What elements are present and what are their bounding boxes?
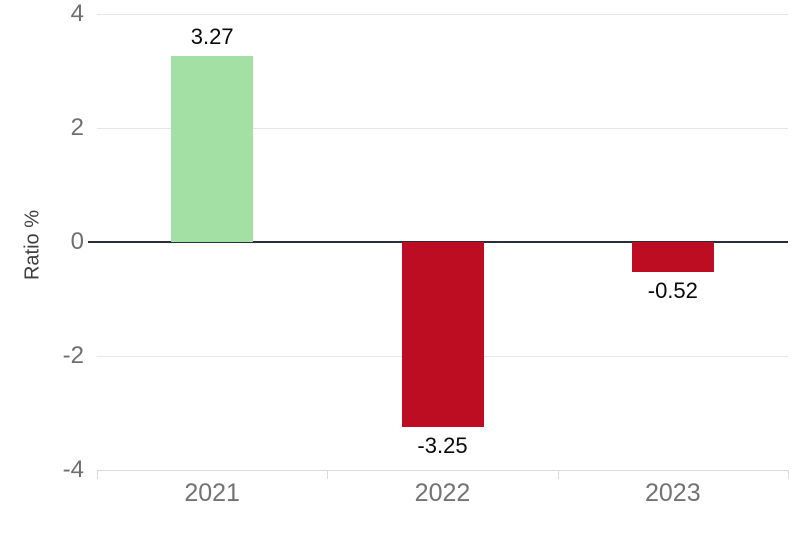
x-axis-tick	[97, 470, 98, 479]
y-tick-label: -4	[62, 456, 84, 483]
y-gridline	[97, 14, 788, 15]
bar-2022	[401, 242, 484, 428]
y-tick-label: 4	[70, 0, 84, 27]
x-axis-tick	[788, 470, 789, 479]
x-axis-tick	[327, 470, 328, 479]
value-label-2022: -3.25	[417, 433, 468, 459]
x-category-label-2021: 2021	[184, 479, 240, 507]
y-gridline	[97, 128, 788, 129]
x-axis-line	[97, 470, 788, 471]
bar-2023	[631, 242, 714, 272]
value-label-2021: 3.27	[190, 23, 234, 49]
bar-2021	[171, 55, 254, 242]
x-category-label-2023: 2023	[645, 479, 701, 507]
y-tick-label: 2	[70, 114, 84, 141]
x-category-label-2022: 2022	[414, 479, 471, 507]
y-tick-label: -2	[62, 342, 84, 369]
y-tick-label: 0	[70, 228, 84, 255]
x-axis-tick	[558, 470, 559, 479]
value-label-2023: -0.52	[647, 277, 698, 303]
